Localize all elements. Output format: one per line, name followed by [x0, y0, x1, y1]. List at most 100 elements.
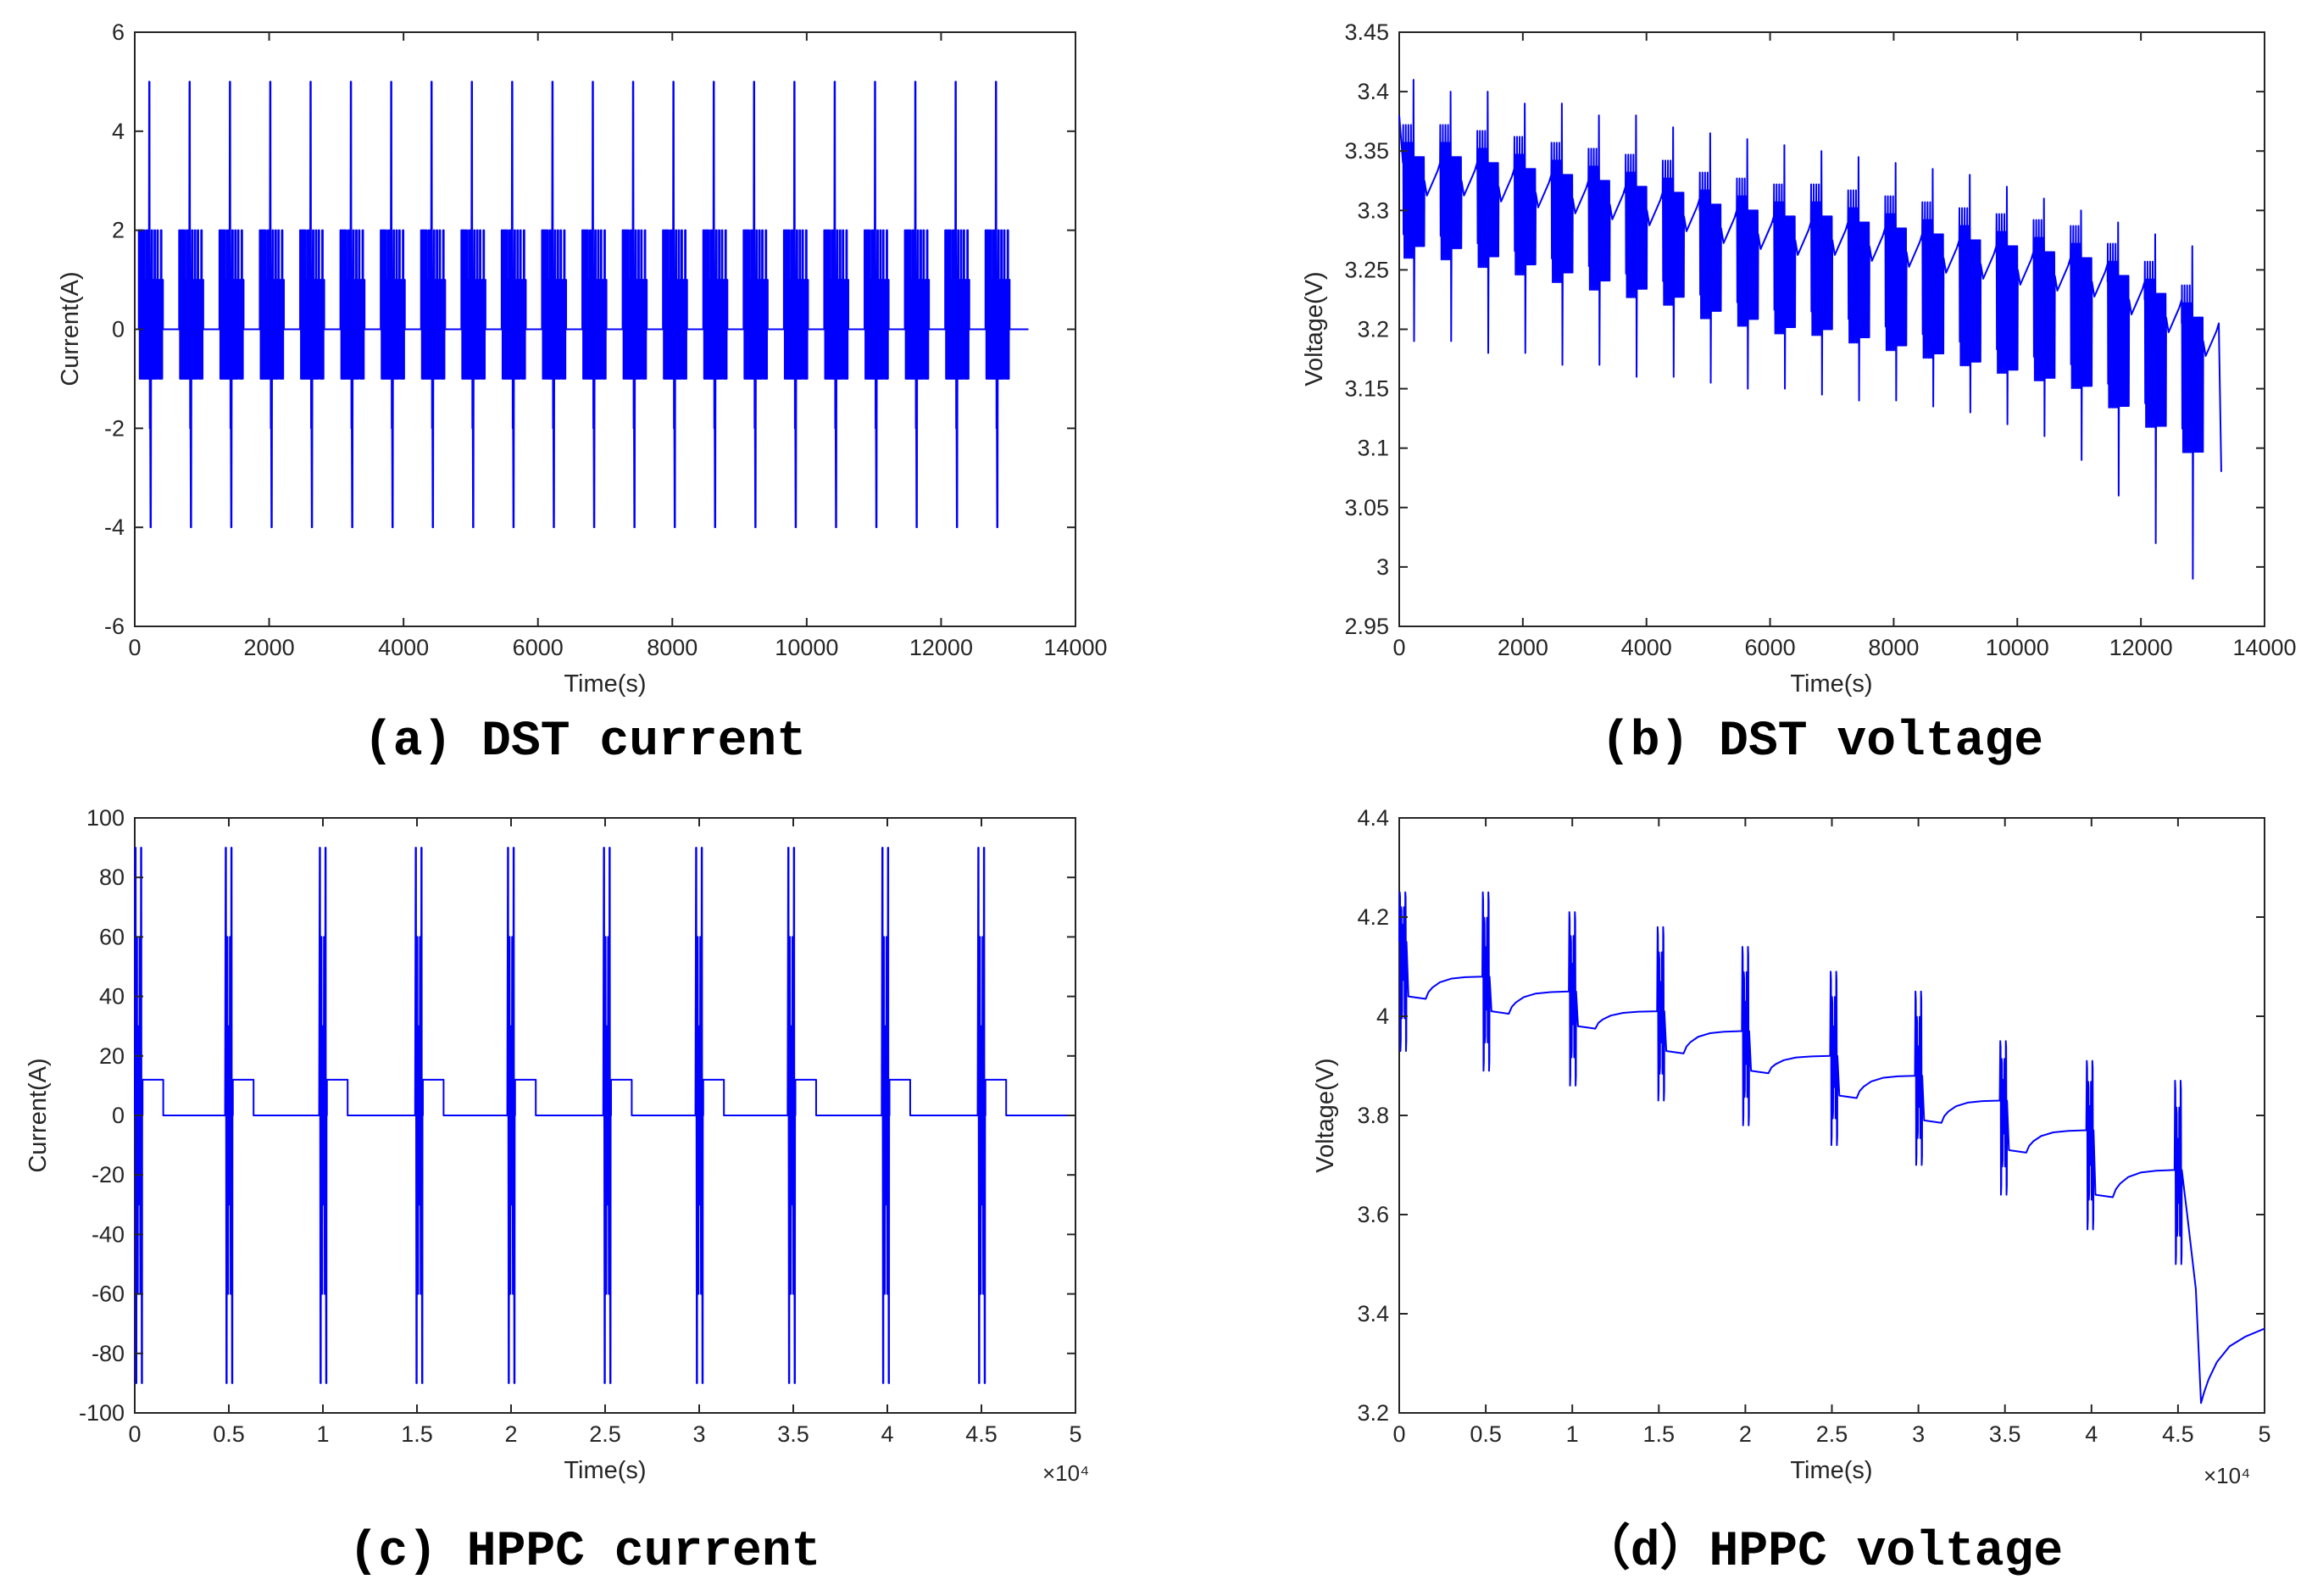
y-axis-label-c: Current(A) — [25, 1058, 52, 1172]
x-tick-label-d-4: 2 — [1739, 1421, 1752, 1447]
x-tick-label-c-2: 1 — [316, 1421, 329, 1447]
series-a-current — [135, 81, 1029, 529]
y-tick-label-c-5: 0 — [112, 1103, 125, 1128]
y-tick-label-a-6: 6 — [112, 19, 125, 45]
x-tick-label-c-6: 3 — [692, 1421, 705, 1447]
x-tick-label-c-1: 0.5 — [213, 1421, 245, 1447]
x-tick-label-b-3: 6000 — [1745, 635, 1796, 660]
y-tick-label-d-3: 3.8 — [1357, 1103, 1389, 1128]
x-tick-label-d-7: 3.5 — [1989, 1421, 2021, 1447]
y-tick-label-a-5: 4 — [112, 119, 125, 144]
y-tick-label-c-2: -60 — [92, 1282, 125, 1307]
x-tick-label-a-6: 12000 — [909, 635, 973, 660]
x-tick-label-b-0: 0 — [1392, 635, 1405, 660]
panel-hppc-current: 0 0.5 1 1.5 2 2.5 3 3.5 4 4.5 5 -100 -80 -60 -40 -20 0 2… — [25, 805, 1089, 1580]
x-tick-label-a-5: 10000 — [775, 635, 838, 660]
x-axis-label-b: Time(s) — [1790, 670, 1872, 698]
y-axis-c: -100 -80 -60 -40 -20 0 20 40 60 80 100 — [79, 805, 1075, 1426]
y-tick-label-c-0: -100 — [79, 1400, 125, 1426]
y-tick-label-c-6: 20 — [99, 1043, 125, 1069]
y-tick-label-d-2: 3.6 — [1357, 1202, 1389, 1227]
x-axis-a: 0 2000 4000 6000 8000 10000 12000 14000 — [128, 32, 1108, 660]
y-tick-label-b-3: 3.1 — [1357, 436, 1389, 461]
y-tick-label-b-1: 3 — [1376, 554, 1389, 580]
panel-hppc-voltage: 0 0.5 1 1.5 2 2.5 3 3.5 4 4.5 5 3.2 3.4 3.6 3.8 4 4.2 4.… — [1312, 805, 2271, 1580]
y-tick-label-b-8: 3.35 — [1344, 138, 1389, 164]
x-tick-label-c-0: 0 — [128, 1421, 141, 1447]
x-tick-label-b-4: 8000 — [1868, 635, 1919, 660]
x-tick-label-a-7: 14000 — [1043, 635, 1107, 660]
y-axis-label-a: Current(A) — [57, 271, 84, 386]
x-tick-label-d-0: 0 — [1392, 1421, 1405, 1447]
x-tick-label-a-1: 2000 — [244, 635, 295, 660]
series-line-d — [1398, 891, 2265, 1404]
y-tick-label-b-4: 3.15 — [1344, 376, 1389, 402]
y-tick-label-b-9: 3.4 — [1357, 79, 1389, 104]
y-tick-label-a-4: 2 — [112, 218, 125, 243]
x-tick-label-b-6: 12000 — [2109, 635, 2173, 660]
y-tick-label-c-7: 40 — [99, 984, 125, 1009]
series-c-current — [134, 847, 1075, 1384]
y-tick-label-a-1: -4 — [104, 514, 125, 540]
y-tick-label-d-4: 4 — [1376, 1004, 1389, 1029]
series-line-c — [134, 847, 1075, 1384]
y-tick-label-b-0: 2.95 — [1344, 614, 1389, 639]
x-tick-label-d-2: 1 — [1566, 1421, 1579, 1447]
y-axis-d: 3.2 3.4 3.6 3.8 4 4.2 4.4 — [1357, 805, 2265, 1426]
x-tick-label-c-5: 2.5 — [589, 1421, 621, 1447]
x-tick-label-c-10: 5 — [1069, 1421, 1081, 1447]
x-axis-label-d: Time(s) — [1790, 1457, 1872, 1484]
x-tick-label-a-3: 6000 — [513, 635, 564, 660]
panel-dst-voltage: 0 2000 4000 6000 8000 10000 12000 14000 2.95 3 3.… — [1301, 19, 2297, 770]
series-line-a — [135, 81, 1029, 529]
y-tick-label-a-0: -6 — [104, 614, 125, 639]
y-axis-label-b: Voltage(V) — [1301, 271, 1328, 386]
panel-dst-current: 0 2000 4000 6000 8000 10000 12000 14000 -6-4-20… — [57, 19, 1108, 770]
series-b-voltage — [1398, 79, 2222, 580]
x-tick-label-d-9: 4.5 — [2162, 1421, 2194, 1447]
series-d-voltage — [1398, 891, 2265, 1404]
x-tick-label-a-4: 8000 — [647, 635, 697, 660]
x-tick-label-c-7: 3.5 — [777, 1421, 809, 1447]
series-line-b — [1398, 79, 2222, 580]
y-tick-label-b-2: 3.05 — [1344, 495, 1389, 520]
x-tick-label-c-3: 1.5 — [401, 1421, 433, 1447]
y-tick-label-b-7: 3.3 — [1357, 197, 1389, 223]
x-tick-label-d-5: 2.5 — [1816, 1421, 1848, 1447]
caption-d: （d）HPPC voltage — [1581, 1521, 2063, 1580]
y-tick-label-a-2: -2 — [104, 415, 125, 441]
x-tick-label-d-10: 5 — [2258, 1421, 2270, 1447]
x-tick-label-b-5: 10000 — [1986, 635, 2049, 660]
y-tick-label-d-1: 3.4 — [1357, 1301, 1389, 1326]
y-tick-label-c-10: 100 — [86, 805, 125, 831]
y-tick-label-a-3: 0 — [112, 317, 125, 342]
y-axis-label-d: Voltage(V) — [1312, 1058, 1339, 1172]
x-tick-label-c-8: 4 — [881, 1421, 893, 1447]
x-exponent-c: ×10⁴ — [1042, 1460, 1089, 1486]
y-tick-label-b-10: 3.45 — [1344, 19, 1389, 45]
x-tick-label-b-7: 14000 — [2232, 635, 2296, 660]
y-tick-label-c-8: 60 — [99, 924, 125, 949]
x-tick-label-b-1: 2000 — [1498, 635, 1548, 660]
x-axis-d: 0 0.5 1 1.5 2 2.5 3 3.5 4 4.5 5 — [1392, 818, 2271, 1447]
x-tick-label-d-6: 3 — [1912, 1421, 1925, 1447]
y-tick-label-d-0: 3.2 — [1357, 1400, 1389, 1426]
x-tick-label-a-0: 0 — [128, 635, 141, 660]
x-tick-label-b-2: 4000 — [1621, 635, 1672, 660]
caption-b: (b) DST voltage — [1601, 715, 2043, 770]
y-tick-label-b-6: 3.25 — [1344, 257, 1389, 282]
caption-a: (a) DST current — [364, 715, 806, 770]
y-tick-label-c-9: 80 — [99, 865, 125, 890]
y-tick-label-d-5: 4.2 — [1357, 904, 1389, 930]
y-tick-label-c-4: -20 — [92, 1162, 125, 1187]
caption-c: (c) HPPC current — [349, 1525, 821, 1580]
x-tick-label-c-9: 4.5 — [965, 1421, 998, 1447]
x-tick-label-d-8: 4 — [2085, 1421, 2098, 1447]
x-tick-label-d-1: 0.5 — [1470, 1421, 1502, 1447]
y-tick-label-c-1: -80 — [92, 1341, 125, 1366]
y-tick-label-b-5: 3.2 — [1357, 317, 1389, 342]
x-tick-label-d-3: 1.5 — [1643, 1421, 1676, 1447]
x-axis-b: 0 2000 4000 6000 8000 10000 12000 14000 — [1392, 32, 2297, 660]
x-exponent-d: ×10⁴ — [2204, 1463, 2250, 1488]
